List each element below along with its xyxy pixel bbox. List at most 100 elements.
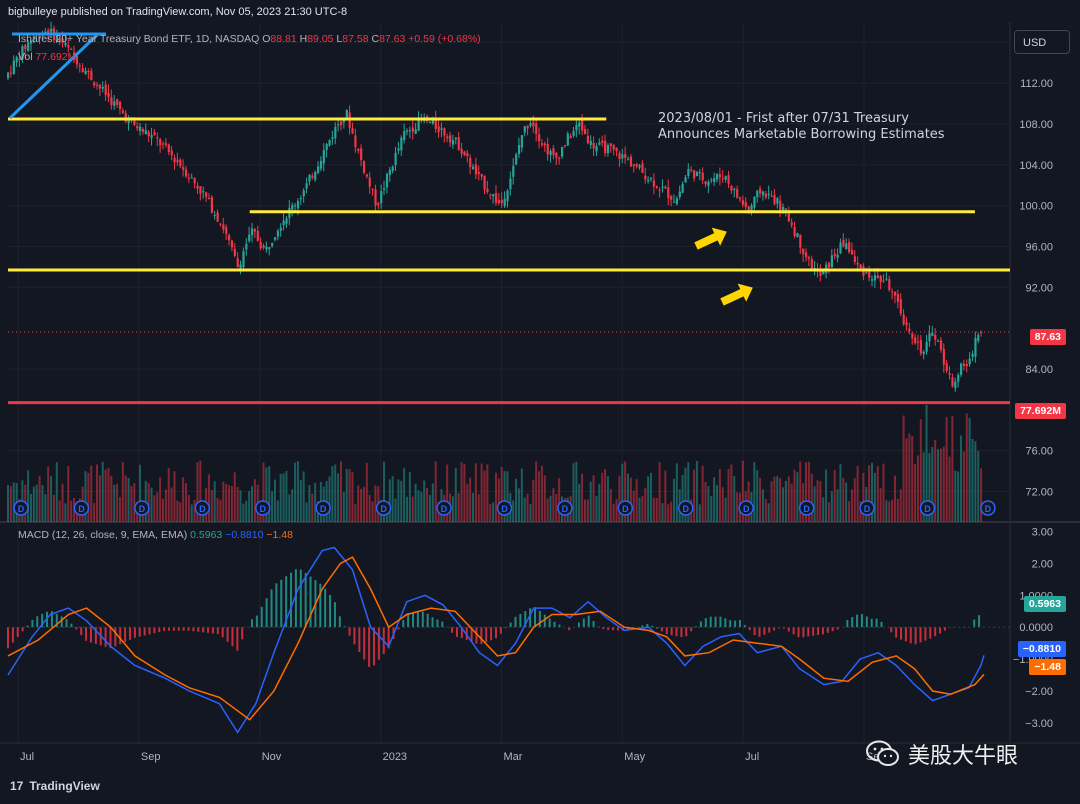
- candle-body: [839, 242, 842, 254]
- volume-bar: [279, 473, 282, 522]
- candle-body: [871, 279, 874, 281]
- candle-body: [141, 129, 145, 132]
- candle-body: [592, 142, 595, 149]
- volume-bar: [170, 487, 173, 522]
- volume-bar: [652, 497, 655, 522]
- macd-histogram-bar: [451, 627, 454, 633]
- volume-bar: [426, 488, 429, 522]
- volume-bar: [121, 462, 124, 522]
- volume-bar: [207, 474, 210, 522]
- macd-label[interactable]: MACD (12, 26, close, 9, EMA, EMA): [18, 529, 188, 541]
- candle-body: [931, 332, 934, 337]
- macd-histogram-bar: [900, 627, 903, 640]
- volume-bar: [833, 469, 836, 522]
- macd-histogram-bar: [426, 613, 429, 628]
- svg-text:D: D: [199, 504, 206, 514]
- volume-bar: [684, 467, 687, 522]
- candle-body: [506, 190, 509, 202]
- svg-text:D: D: [562, 504, 569, 514]
- candle-body: [219, 223, 222, 225]
- candle-body: [500, 199, 503, 204]
- dividend-marker: D: [919, 500, 936, 516]
- candle-body: [615, 147, 618, 152]
- candle-body: [873, 275, 877, 281]
- candle-body: [170, 150, 173, 156]
- candle-body: [101, 86, 104, 89]
- macd-histogram-bar: [553, 621, 556, 628]
- candle-body: [727, 175, 730, 184]
- candle-body: [948, 373, 951, 375]
- macd-histogram-bar: [660, 627, 663, 632]
- dividend-marker: D: [194, 500, 211, 516]
- macd-histogram-bar: [148, 627, 151, 635]
- candle-body: [81, 68, 84, 73]
- currency-button[interactable]: USD: [1014, 30, 1070, 54]
- macd-histogram-bar: [856, 614, 859, 628]
- candle-body: [799, 234, 802, 248]
- volume-bar: [262, 462, 265, 522]
- volume-bar: [810, 473, 813, 522]
- candle-body: [314, 171, 317, 180]
- candle-body: [380, 191, 383, 204]
- macd-histogram-bar: [368, 627, 371, 668]
- candle-body: [360, 148, 363, 160]
- candle-body: [431, 120, 435, 124]
- macd-tick-label: −3.00: [1025, 718, 1053, 730]
- volume-bar: [532, 479, 535, 522]
- macd-histogram-bar: [460, 627, 463, 638]
- candle-body: [652, 180, 656, 187]
- dividend-marker: D: [315, 500, 331, 516]
- svg-text:D: D: [622, 504, 629, 514]
- volume-bar: [337, 473, 340, 522]
- symbol-name[interactable]: Ishares 20+ Year Treasury Bond ETF, 1D, …: [18, 33, 260, 45]
- volume-bar: [899, 489, 902, 522]
- macd-histogram-bar: [50, 611, 53, 628]
- candle-body: [704, 181, 707, 185]
- volume-bar: [773, 476, 776, 522]
- volume-bar: [342, 492, 345, 522]
- candle-body: [184, 169, 188, 177]
- candle-body: [802, 248, 805, 255]
- wechat-watermark: 美股大牛眼: [866, 738, 1018, 770]
- volume-bar: [658, 462, 661, 522]
- candle-body: [959, 363, 963, 375]
- macd-hist-value: 0.5963: [190, 529, 223, 541]
- volume-label[interactable]: Vol: [18, 51, 33, 63]
- candle-body: [75, 56, 79, 65]
- candle-body: [365, 174, 369, 177]
- candle-body: [965, 364, 968, 367]
- volume-bar: [70, 500, 73, 522]
- volume-bar: [311, 493, 314, 522]
- candle-body: [371, 188, 374, 190]
- candle-body: [18, 58, 21, 60]
- volume-bar: [517, 488, 520, 522]
- candle-body: [388, 169, 391, 175]
- dividend-marker: D: [436, 500, 452, 516]
- svg-text:D: D: [864, 504, 871, 514]
- candle-body: [228, 235, 231, 241]
- volume-bar: [288, 494, 291, 522]
- volume-bar: [52, 494, 55, 522]
- volume-bar: [147, 482, 150, 522]
- candle-body: [296, 200, 300, 209]
- candle-body: [675, 198, 679, 204]
- candle-body: [713, 178, 716, 182]
- macd-histogram-bar: [753, 627, 756, 635]
- time-tick-label: Mar: [503, 751, 522, 763]
- svg-text:D: D: [501, 504, 508, 514]
- candle-body: [687, 168, 690, 176]
- macd-histogram-bar: [499, 627, 502, 634]
- macd-histogram-bar: [329, 594, 332, 628]
- macd-histogram-bar: [587, 615, 590, 628]
- volume-bar: [110, 475, 113, 522]
- volume-bar: [506, 471, 509, 522]
- volume-bar: [555, 493, 558, 522]
- tradingview-logo[interactable]: 17 TradingView: [10, 779, 100, 793]
- volume-bar: [512, 500, 515, 522]
- candle-body: [770, 195, 773, 197]
- candle-body: [342, 119, 346, 123]
- volume-bar: [830, 491, 833, 522]
- candle-body: [578, 122, 581, 127]
- macd-histogram-bar: [792, 627, 795, 635]
